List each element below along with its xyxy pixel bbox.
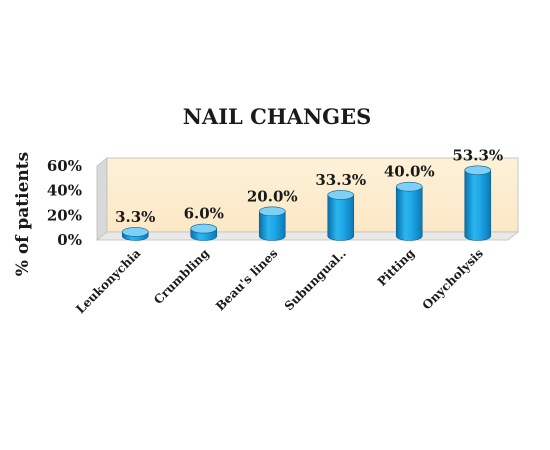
bar-top [464, 165, 492, 176]
bar [464, 165, 492, 241]
bar [327, 190, 355, 241]
bar-top [395, 181, 423, 192]
data-label: 53.3% [452, 146, 503, 164]
x-tick-label: Subungual.. [282, 246, 349, 313]
data-label: 40.0% [384, 163, 435, 181]
x-tick-label: Onycholysis [420, 246, 486, 312]
x-tick-label: Beau's lines [213, 246, 280, 313]
plot-background [95, 157, 520, 241]
data-label: 3.3% [115, 208, 155, 226]
plot-floor [95, 231, 520, 241]
plot-side-wall [96, 157, 108, 241]
plot-back-wall [106, 157, 519, 233]
y-tick-label: 0% [57, 231, 82, 249]
data-label: 20.0% [247, 187, 298, 205]
bar-top [258, 206, 286, 217]
bar-body [327, 194, 355, 241]
x-tick-label: Crumbling [151, 246, 212, 307]
y-axis-label: % of patients [13, 152, 33, 276]
bars [121, 165, 492, 241]
bar-top [121, 227, 149, 237]
bar [258, 206, 286, 241]
bar [190, 223, 218, 241]
bar [395, 181, 423, 241]
chart-title: NAIL CHANGES [183, 104, 372, 129]
y-tick-label: 40% [47, 182, 82, 200]
bar-body [395, 186, 423, 241]
data-label: 33.3% [315, 171, 366, 189]
x-tick-label: Leukonychia [73, 246, 143, 316]
bar-body [258, 211, 286, 241]
x-axis-ticks: Leukonychia Crumbling Beau's lines Subungua… [73, 246, 486, 317]
data-label: 6.0% [184, 205, 224, 223]
bar-top [190, 223, 218, 234]
x-tick-label: Pitting [375, 246, 418, 289]
y-tick-label: 20% [47, 206, 82, 224]
bar [121, 227, 149, 241]
bar-top [327, 190, 355, 200]
bar-body [464, 169, 492, 241]
y-axis-ticks: 0% 20% 40% 60% [47, 157, 82, 249]
y-tick-label: 60% [47, 157, 82, 175]
data-labels: 3.3% 6.0% 20.0% 33.3% 40.0% 53.3% [115, 146, 503, 226]
